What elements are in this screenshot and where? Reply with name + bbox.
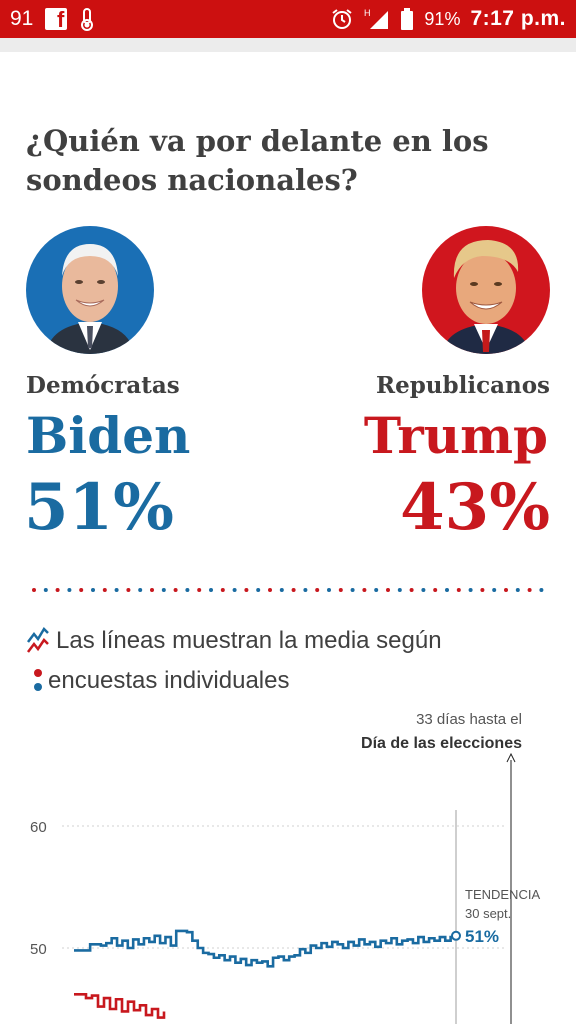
biden-portrait: [26, 226, 154, 354]
divider-dot: [468, 588, 473, 592]
divider-dot: [126, 588, 131, 592]
divider-dot: [173, 588, 178, 592]
trend-lines-icon: [27, 626, 49, 653]
divider-dot: [480, 588, 485, 592]
biden-end-label: 51%: [465, 927, 499, 946]
divider-dot: [43, 588, 48, 592]
dotted-divider: [32, 588, 544, 592]
divider-dot: [421, 588, 426, 592]
divider-dot: [504, 588, 508, 592]
thermometer-icon: [81, 8, 94, 31]
divider-dot: [138, 588, 143, 592]
divider-dot: [279, 588, 284, 592]
trump-trend-line: [74, 993, 166, 1019]
signal-icon: H: [364, 8, 389, 29]
notification-count: 91: [10, 7, 34, 30]
divider-dot: [268, 588, 272, 592]
divider-dot: [291, 588, 296, 592]
divider-dot: [515, 588, 520, 592]
divider-dot: [232, 588, 237, 592]
election-day-arrow: [506, 752, 516, 763]
divider-dot: [161, 588, 166, 592]
divider-dot: [315, 588, 320, 592]
days-until-label: 33 días hasta el: [416, 711, 522, 728]
divider-dot: [114, 588, 119, 592]
legend-dots: encuestas individuales: [26, 666, 290, 696]
trend-date: 30 sept.: [465, 906, 511, 921]
divider-dot: [220, 588, 225, 592]
facebook-icon: f: [45, 7, 68, 32]
divider-dot: [397, 588, 402, 592]
y-tick-label: 60: [30, 819, 47, 836]
republican-poll-percent: 43%: [400, 470, 550, 545]
republican-candidate-name: Trump: [363, 406, 548, 465]
alarm-icon: [332, 9, 353, 29]
divider-dot: [327, 588, 331, 592]
trump-portrait: [422, 226, 550, 354]
biden-end-marker: [451, 930, 461, 941]
trend-label: TENDENCIA: [465, 887, 540, 902]
democrat-party-label: Demócratas: [26, 372, 180, 399]
divider-dot: [67, 588, 72, 592]
democrat-candidate-name: Biden: [26, 406, 191, 465]
divider-dot: [303, 588, 308, 592]
svg-text:H: H: [364, 8, 371, 18]
divider-dot: [456, 588, 461, 592]
divider-dot: [362, 588, 367, 592]
divider-dot: [374, 588, 379, 592]
divider-dot: [386, 588, 390, 592]
divider-dot: [197, 588, 202, 592]
poll-trend-chart: 33 días hasta el Día de las elecciones T…: [30, 711, 540, 1024]
divider-dot: [150, 588, 154, 592]
divider-dot: [256, 588, 261, 592]
election-day-label: Día de las elecciones: [361, 735, 522, 752]
divider-dot: [445, 588, 449, 592]
divider-dot: [102, 588, 107, 592]
legend-lines: Las líneas muestran la media según: [26, 626, 442, 656]
divider-dot: [492, 588, 497, 592]
clock: 7:17 p.m.: [470, 7, 566, 30]
divider-dot: [79, 588, 84, 592]
biden-trend-line: [74, 929, 458, 968]
divider-dot: [209, 588, 213, 592]
battery-icon: [401, 8, 414, 30]
poll-dots-icon: [34, 669, 42, 691]
divider-dot: [338, 588, 343, 592]
y-tick-label: 50: [30, 941, 47, 958]
legend-lines-text: Las líneas muestran la media según: [56, 627, 442, 654]
status-bar: 91 f H 91% 7:17 p.m.: [0, 0, 576, 38]
divider-dot: [32, 588, 36, 592]
divider-dot: [539, 588, 544, 592]
divider-dot: [433, 588, 438, 592]
divider-dot: [350, 588, 355, 592]
page-top-divider: [0, 38, 576, 52]
divider-dot: [91, 588, 95, 592]
divider-dot: [55, 588, 60, 592]
divider-dot: [527, 588, 532, 592]
battery-percent: 91%: [424, 8, 461, 29]
divider-dot: [185, 588, 190, 592]
article-title: ¿Quién va por delante en los sondeos nac…: [26, 124, 489, 197]
republican-party-label: Republicanos: [375, 372, 550, 399]
divider-dot: [244, 588, 249, 592]
divider-dot: [409, 588, 414, 592]
democrat-poll-percent: 51%: [24, 470, 174, 545]
legend-dots-text: encuestas individuales: [48, 667, 290, 694]
